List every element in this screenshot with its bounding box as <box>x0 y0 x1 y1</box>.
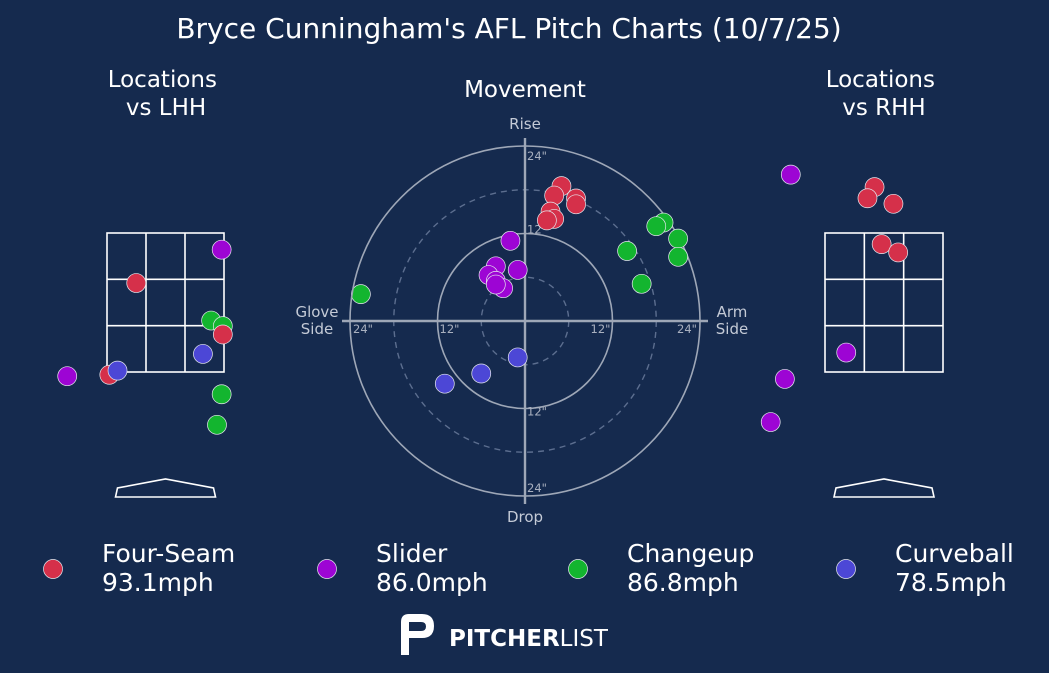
pitch-point-curveball <box>471 363 492 384</box>
pitch-point-four-seam <box>544 185 565 206</box>
legend-pitch-speed: 86.8mph <box>627 568 739 597</box>
pitch-point-four-seam <box>212 324 233 345</box>
chart-title: Bryce Cunningham's AFL Pitch Charts (10/… <box>176 12 841 45</box>
pitcherlist-logo-mark <box>401 614 434 655</box>
arm-side-label: Arm Side <box>716 303 748 338</box>
movement-tick-label: 12" <box>440 322 460 336</box>
pitch-point-changeup <box>646 216 667 237</box>
legend: Four-Seam93.1mphSlider86.0mphChangeup86.… <box>43 539 1014 597</box>
locations-vs-lhh-title: Locations vs LHH <box>108 67 225 121</box>
movement-tick-label: 24" <box>353 322 373 336</box>
strike-zone <box>824 232 944 373</box>
pitch-point-curveball <box>434 373 455 394</box>
legend-pitch-speed: 93.1mph <box>102 568 214 597</box>
pitch-point-curveball <box>507 347 528 368</box>
glove-side-label-line: Glove <box>295 303 338 321</box>
brand-bold: PITCHER <box>449 626 560 652</box>
legend-marker <box>568 559 588 579</box>
brand-text: PITCHERLIST <box>449 626 609 652</box>
rise-label: Rise <box>509 115 541 133</box>
pitch-points <box>57 239 371 435</box>
pitch-point-four-seam <box>126 273 147 293</box>
arm-side-label-line: Side <box>716 320 748 338</box>
pitch-point-changeup <box>351 284 371 305</box>
title-line: Locations <box>826 67 935 93</box>
pitch-point-slider <box>760 412 781 432</box>
pitch-point-slider <box>485 274 506 295</box>
locations-vs-rhh-panel: Locations vs RHH <box>760 67 944 498</box>
strike-zone-border <box>824 232 944 373</box>
glove-side-label: Glove Side <box>295 303 338 338</box>
pitch-point-slider <box>57 366 78 387</box>
legend-marker <box>317 559 337 579</box>
pitch-point-changeup <box>211 384 232 405</box>
title-line: vs LHH <box>126 95 206 121</box>
pitch-point-changeup <box>668 228 688 249</box>
glove-side-label-line: Side <box>301 320 333 338</box>
legend-pitch-name: Slider <box>376 539 448 568</box>
title-line: Locations <box>108 67 217 93</box>
pitch-point-slider <box>507 260 528 280</box>
legend-pitch-speed: 86.0mph <box>376 568 488 597</box>
drop-label: Drop <box>507 508 543 526</box>
legend-pitch-name: Changeup <box>627 539 754 568</box>
pitch-point-changeup <box>631 273 652 294</box>
brand-light: LIST <box>560 626 609 652</box>
strike-zone-border <box>106 232 225 373</box>
pitch-point-changeup <box>668 246 688 267</box>
title-line: vs RHH <box>842 95 925 121</box>
legend-pitch-name: Curveball <box>895 539 1014 568</box>
movement-tick-label: 12" <box>591 322 611 336</box>
pitch-point-four-seam <box>871 234 892 254</box>
pitch-point-changeup <box>617 241 637 261</box>
legend-pitch-name: Four-Seam <box>102 539 235 568</box>
movement-tick-label: 24" <box>527 481 547 495</box>
legend-marker <box>43 559 63 579</box>
home-plate <box>833 478 935 498</box>
movement-tick-label: 24" <box>677 322 697 336</box>
pitch-point-slider <box>500 230 521 251</box>
pitch-point-changeup <box>207 414 227 435</box>
legend-pitch-speed: 78.5mph <box>895 568 1007 597</box>
pitch-points <box>760 164 909 432</box>
pitch-point-four-seam <box>857 188 878 209</box>
movement-title: Movement <box>464 77 586 103</box>
pitch-point-four-seam <box>537 210 557 231</box>
pitch-point-four-seam <box>888 242 909 263</box>
pitch-points <box>434 176 688 394</box>
pitch-point-slider <box>211 239 232 260</box>
pitch-point-four-seam <box>566 194 586 215</box>
pitch-point-slider <box>836 342 857 363</box>
home-plate <box>114 478 217 498</box>
pitcherlist-logo: PITCHERLIST <box>401 614 609 655</box>
legend-marker <box>836 559 856 579</box>
pitch-point-curveball <box>107 360 128 381</box>
pitch-point-four-seam <box>883 193 904 214</box>
locations-vs-rhh-title: Locations vs RHH <box>826 67 943 121</box>
arm-side-label-line: Arm <box>717 303 748 321</box>
pitch-point-curveball <box>193 344 213 364</box>
pitch-point-slider <box>775 369 795 389</box>
movement-panel: Movement 24" 12" 12" 24"24"12"12"24" RiseDr… <box>295 77 748 526</box>
movement-tick-label: 24" <box>527 149 547 163</box>
home-plate-outline <box>114 478 217 498</box>
locations-vs-lhh-panel: Locations vs LHH <box>57 67 371 498</box>
home-plate-outline <box>833 478 935 498</box>
movement-tick-label: 12" <box>527 405 547 419</box>
movement-axes <box>342 138 708 504</box>
pitch-point-slider <box>780 164 801 185</box>
